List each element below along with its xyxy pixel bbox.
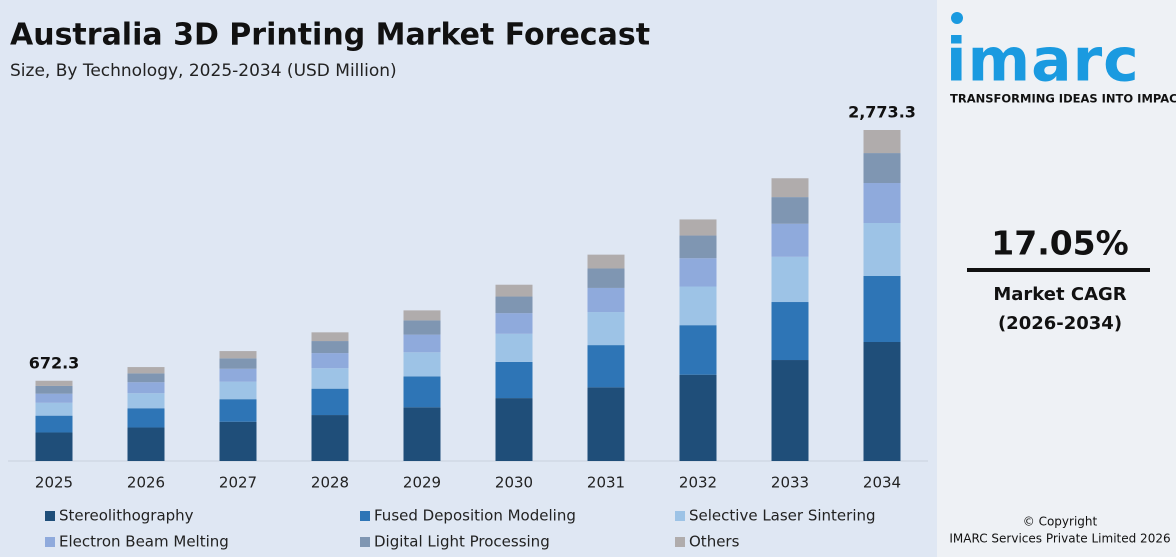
bar-segment (863, 183, 901, 224)
bar-segment (127, 367, 165, 374)
bar-segment (403, 310, 441, 321)
bar-segment (495, 284, 533, 297)
bar-segment (587, 387, 625, 461)
logo-dot (951, 12, 963, 24)
x-tick-label: 2030 (495, 474, 533, 492)
bar-segment (771, 256, 809, 303)
legend-label: Stereolithography (59, 507, 194, 525)
bar-segment (495, 313, 533, 334)
bar-segment (863, 276, 901, 343)
bar-segment (771, 223, 809, 257)
bar-segment (311, 332, 349, 342)
cagr-value: 17.05% (991, 224, 1128, 263)
bar-segment (863, 153, 901, 184)
legend-swatch (360, 537, 370, 547)
x-tick-label: 2027 (219, 474, 257, 492)
tagline: TRANSFORMING IDEAS INTO IMPACT (950, 92, 1176, 106)
bar-segment (863, 342, 901, 461)
side-panel (937, 0, 1176, 557)
bar-segment (679, 219, 717, 236)
bar-segment (311, 353, 349, 369)
bar-segment (771, 178, 809, 198)
bar-segment (35, 402, 73, 416)
copyright: © Copyright (1023, 515, 1098, 529)
bar-segment (863, 223, 901, 277)
bar-segment (311, 368, 349, 389)
cagr-period: (2026-2034) (998, 313, 1122, 334)
bar-segment (587, 254, 625, 269)
total-label: 2,773.3 (848, 103, 916, 122)
bar-segment (403, 352, 441, 377)
legend-label: Selective Laser Sintering (689, 507, 876, 525)
bar-segment (127, 382, 165, 394)
x-tick-label: 2034 (863, 474, 901, 492)
legend-swatch (45, 537, 55, 547)
bar-segment (219, 399, 257, 422)
bar-segment (771, 197, 809, 224)
bar-segment (587, 268, 625, 288)
bar-segment (127, 393, 165, 409)
x-tick-label: 2031 (587, 474, 625, 492)
bar-segment (771, 302, 809, 361)
x-tick-label: 2033 (771, 474, 809, 492)
bar-segment (679, 374, 717, 461)
bar-segment (35, 380, 73, 386)
company: IMARC Services Private Limited 2026 (949, 532, 1170, 546)
bar-segment (35, 432, 73, 461)
bar-segment (587, 312, 625, 346)
bar-segment (127, 427, 165, 461)
bar-segment (587, 287, 625, 313)
bar-segment (587, 345, 625, 388)
bar-segment (495, 333, 533, 362)
bar-segment (679, 235, 717, 259)
legend-label: Electron Beam Melting (59, 533, 229, 551)
legend-swatch (675, 537, 685, 547)
bar-segment (219, 381, 257, 400)
x-tick-label: 2028 (311, 474, 349, 492)
cagr-label: Market CAGR (993, 284, 1126, 305)
logo: imarc (946, 26, 1140, 96)
bar-segment (127, 373, 165, 383)
bar-segment (219, 351, 257, 359)
x-tick-label: 2029 (403, 474, 441, 492)
bar-segment (219, 358, 257, 369)
legend-swatch (45, 511, 55, 521)
x-tick-label: 2032 (679, 474, 717, 492)
cagr-rule (967, 268, 1150, 272)
bar-segment (495, 361, 533, 399)
bar-segment (311, 415, 349, 461)
total-label: 672.3 (29, 353, 80, 372)
bar-segment (311, 388, 349, 416)
bar-segment (679, 258, 717, 287)
bar-segment (35, 385, 73, 394)
bar-segment (679, 325, 717, 375)
bar-segment (403, 376, 441, 408)
chart-title: Australia 3D Printing Market Forecast (10, 18, 650, 53)
chart-subtitle: Size, By Technology, 2025-2034 (USD Mill… (10, 61, 397, 81)
bar-segment (403, 407, 441, 461)
bar-segment (495, 296, 533, 314)
bar-segment (403, 320, 441, 335)
legend-label: Others (689, 533, 740, 551)
bar-segment (35, 415, 73, 433)
bar-segment (495, 398, 533, 461)
x-tick-label: 2025 (35, 474, 73, 492)
bar-segment (35, 393, 73, 403)
bar-segment (127, 408, 165, 428)
bar-segment (219, 421, 257, 461)
legend-swatch (675, 511, 685, 521)
x-tick-label: 2026 (127, 474, 165, 492)
bar-segment (219, 368, 257, 382)
bar-segment (311, 341, 349, 354)
bar-segment (403, 334, 441, 353)
bar-segment (679, 286, 717, 326)
legend-label: Digital Light Processing (374, 533, 550, 551)
bar-segment (771, 360, 809, 461)
bar-segment (863, 130, 901, 154)
legend-swatch (360, 511, 370, 521)
legend-label: Fused Deposition Modeling (374, 507, 576, 525)
